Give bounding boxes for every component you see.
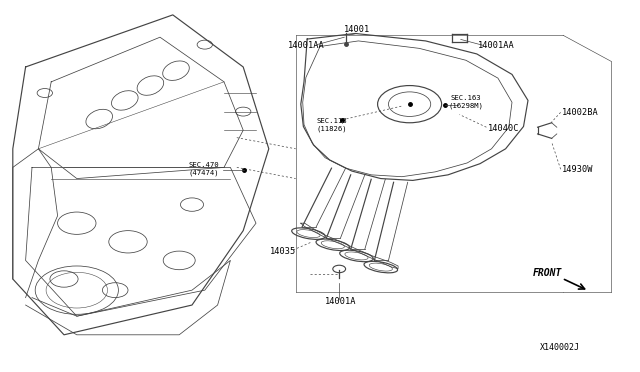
Text: FRONT: FRONT <box>532 268 562 278</box>
Text: 14001AA: 14001AA <box>287 41 324 49</box>
Text: X140002J: X140002J <box>540 343 580 352</box>
Text: 14040C: 14040C <box>488 124 519 133</box>
Text: SEC.163
(16298M): SEC.163 (16298M) <box>449 95 483 109</box>
Text: 14035: 14035 <box>269 247 296 256</box>
Text: 14001A: 14001A <box>324 297 356 306</box>
Text: 14001: 14001 <box>344 25 371 33</box>
Text: 14930W: 14930W <box>562 165 593 174</box>
Text: 14002BA: 14002BA <box>562 108 598 116</box>
Text: SEC.118
(11826): SEC.118 (11826) <box>316 118 347 132</box>
Text: SEC.470
(47474): SEC.470 (47474) <box>188 162 219 176</box>
Text: 14001AA: 14001AA <box>477 41 515 49</box>
